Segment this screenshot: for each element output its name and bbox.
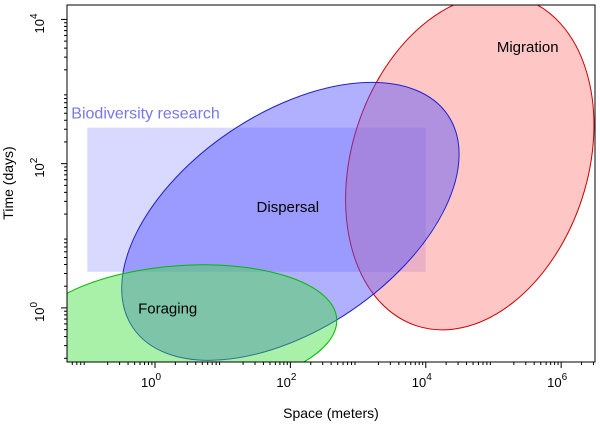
x-tick-label: 102 [276, 372, 296, 390]
x-tick-label: 104 [412, 372, 432, 390]
biodiversity-research-rect [87, 127, 426, 272]
label-layer: Biodiversity research Migration Dispersal F… [71, 39, 558, 318]
foraging-label: Foraging [138, 301, 197, 318]
x-axis-title: Space (meters) [283, 405, 379, 421]
dispersal-label: Dispersal [257, 199, 320, 216]
x-axis: 100 102 104 106 [71, 362, 594, 390]
y-axis-title: Time (days) [0, 146, 16, 219]
biodiversity-research-label: Biodiversity research [71, 106, 220, 123]
migration-label: Migration [497, 39, 559, 56]
dispersal-ellipse [121, 81, 460, 361]
y-axis: 100 102 104 [29, 13, 67, 359]
y-tick-label: 104 [29, 13, 47, 33]
x-tick-label: 106 [547, 372, 567, 390]
y-tick-label: 100 [29, 301, 47, 321]
x-tick-label: 100 [141, 372, 161, 390]
y-tick-label: 102 [29, 157, 47, 177]
migration-ellipse [345, 5, 595, 331]
